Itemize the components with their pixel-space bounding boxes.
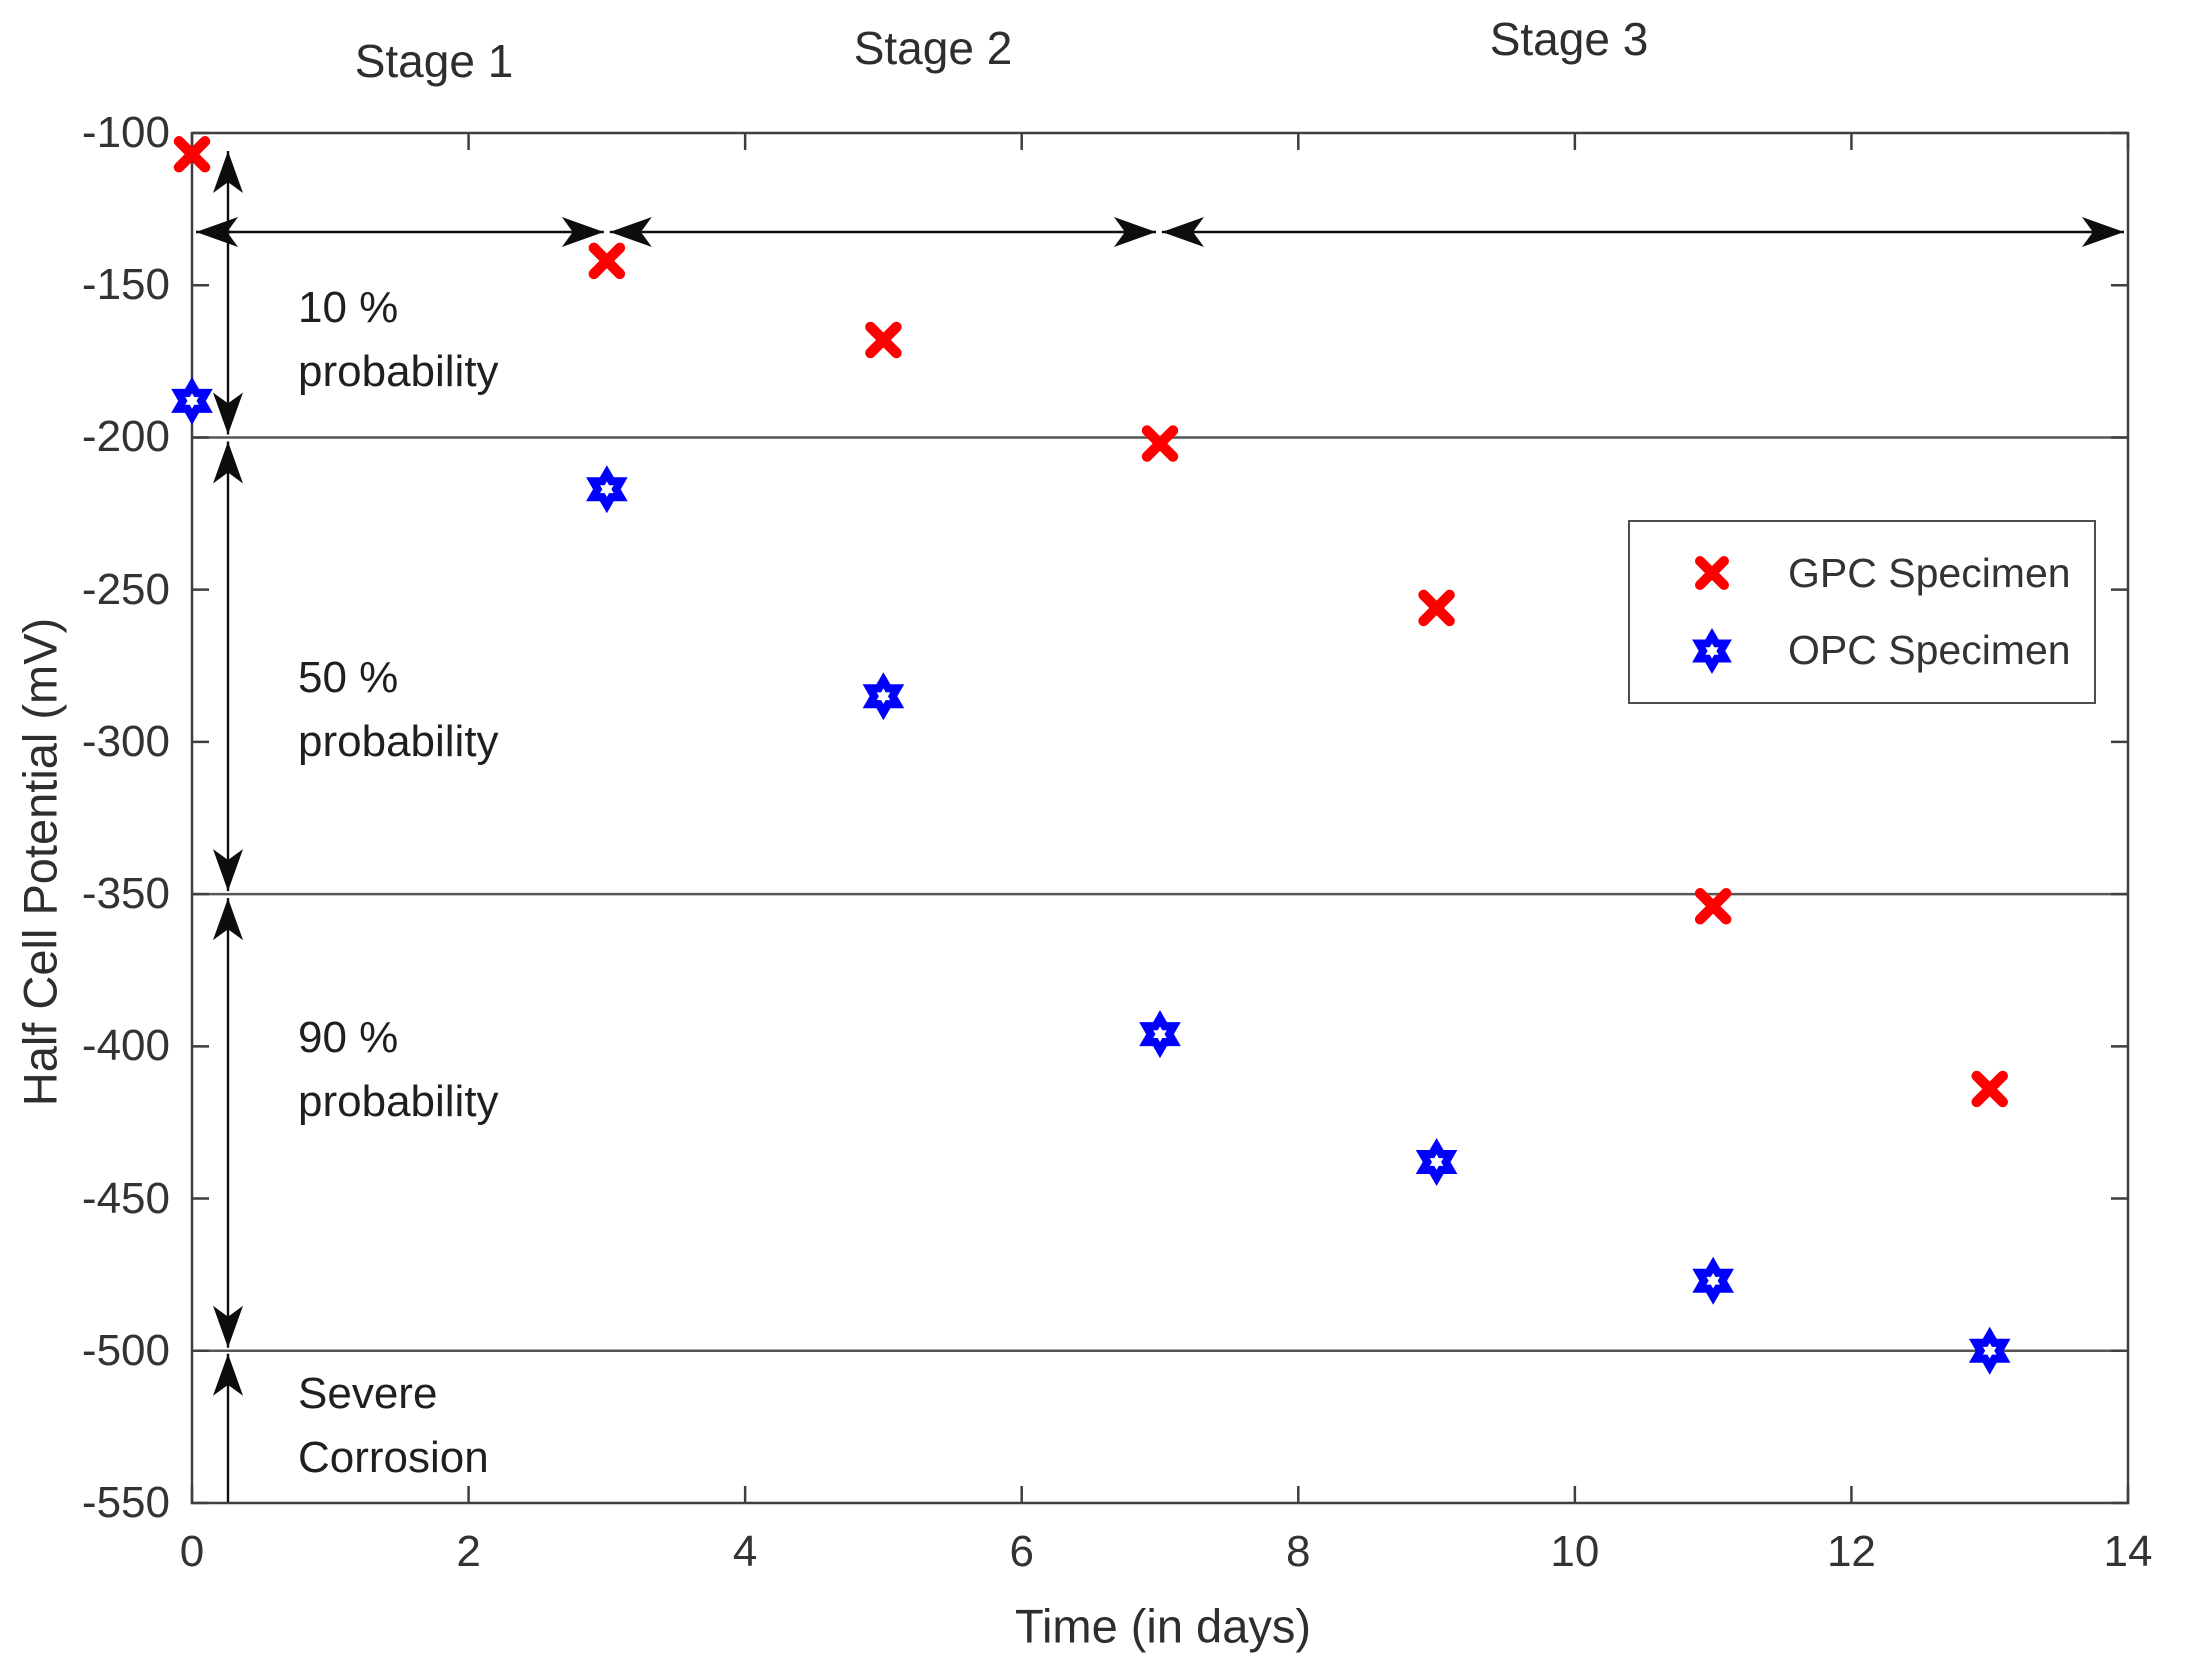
gpc-marker bbox=[1971, 1070, 2008, 1108]
opc-marker bbox=[171, 376, 213, 425]
y-tick-label: -100 bbox=[81, 108, 170, 157]
stage-arrow-head bbox=[1162, 217, 1204, 247]
x-tick-label: 8 bbox=[1286, 1527, 1311, 1576]
annotation-line: Corrosion bbox=[298, 1433, 489, 1482]
annotation-line: 50 % bbox=[298, 653, 399, 702]
stage-3-label: Stage 3 bbox=[1489, 13, 1649, 65]
range-arrow-head bbox=[213, 849, 243, 892]
legend-label-gpc: GPC Specimen bbox=[1788, 549, 2071, 596]
x-tick-label: 14 bbox=[2103, 1527, 2153, 1576]
x-tick-label: 12 bbox=[1826, 1527, 1876, 1576]
x-tick-label: 6 bbox=[1009, 1527, 1034, 1576]
opc-marker bbox=[1415, 1138, 1458, 1187]
x-tick-label: 0 bbox=[179, 1527, 205, 1576]
range-arrow-head bbox=[213, 151, 243, 193]
x-tick-label: 2 bbox=[456, 1527, 481, 1576]
stage-1-label: Stage 1 bbox=[354, 35, 514, 87]
legend-row-gpc: GPC Specimen bbox=[1630, 547, 2094, 599]
opc-marker bbox=[586, 465, 628, 514]
annotation-line: 10 % bbox=[298, 283, 399, 332]
range-arrow-head bbox=[213, 1305, 243, 1348]
legend-row-opc: OPC Specimen bbox=[1630, 625, 2094, 677]
y-tick-label: -450 bbox=[81, 1173, 170, 1223]
annotation-line: probability bbox=[298, 717, 499, 766]
annotation-90-percent: 90 % probability bbox=[298, 1006, 499, 1134]
opc-marker bbox=[1139, 1010, 1181, 1059]
x-tick-label: 4 bbox=[732, 1527, 758, 1576]
annotation-line: 90 % bbox=[298, 1013, 399, 1062]
y-tick-label: -200 bbox=[81, 412, 170, 462]
stage-arrow-head bbox=[2082, 217, 2124, 247]
y-tick-label: -250 bbox=[81, 564, 170, 614]
opc-marker bbox=[862, 672, 905, 721]
y-tick-label: -350 bbox=[81, 869, 170, 919]
stage-arrow-head bbox=[561, 217, 604, 247]
legend-label-opc: OPC Specimen bbox=[1788, 627, 2071, 674]
opc-marker bbox=[1968, 1326, 2011, 1375]
y-tick-label: -550 bbox=[81, 1478, 170, 1527]
x-marker-icon bbox=[1695, 556, 1729, 591]
gpc-marker bbox=[1418, 589, 1455, 627]
range-arrow-head bbox=[213, 1353, 243, 1396]
stage-arrow-head bbox=[609, 217, 652, 247]
gpc-marker bbox=[865, 321, 902, 359]
annotation-10-percent: 10 % probability bbox=[298, 276, 499, 404]
gpc-marker bbox=[173, 136, 211, 173]
stage-arrow-head bbox=[1114, 217, 1156, 247]
x-tick-label: 10 bbox=[1550, 1527, 1600, 1576]
opc-marker bbox=[1692, 1256, 1734, 1305]
y-tick-label: -300 bbox=[81, 716, 170, 766]
gpc-marker bbox=[1694, 888, 1732, 925]
annotation-severe-corrosion: Severe Corrosion bbox=[298, 1362, 489, 1490]
gpc-marker bbox=[1141, 425, 1179, 462]
hexagram-marker-icon bbox=[1692, 627, 1732, 674]
legend-box: GPC Specimen OPC Specimen bbox=[1628, 520, 2096, 704]
y-tick-label: -500 bbox=[81, 1325, 170, 1375]
gpc-marker bbox=[588, 242, 626, 280]
annotation-line: Severe bbox=[298, 1369, 438, 1418]
stage-2-label: Stage 2 bbox=[853, 22, 1013, 74]
annotation-line: probability bbox=[298, 1077, 499, 1126]
y-tick-label: -400 bbox=[81, 1021, 170, 1071]
plot-box bbox=[190, 131, 2130, 1505]
y-tick-label: -150 bbox=[81, 260, 170, 310]
x-axis-label: Time (in days) bbox=[1015, 1599, 1311, 1653]
annotation-50-percent: 50 % probability bbox=[298, 646, 499, 774]
range-arrow-head bbox=[213, 898, 243, 941]
range-arrow-head bbox=[213, 441, 243, 484]
annotation-line: probability bbox=[298, 347, 499, 396]
range-arrow-head bbox=[213, 392, 243, 435]
